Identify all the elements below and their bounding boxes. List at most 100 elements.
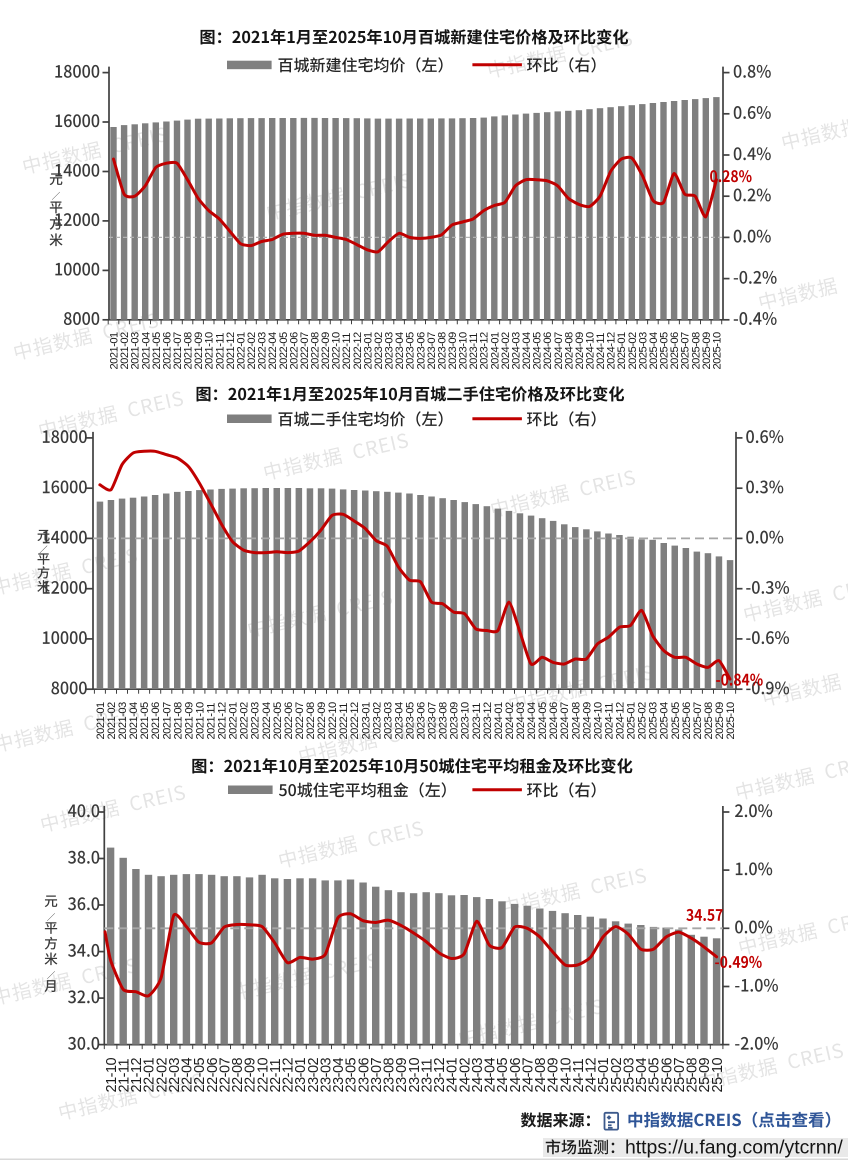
svg-text:22-04: 22-04 (180, 1057, 196, 1092)
svg-text:2025-02: 2025-02 (637, 702, 649, 740)
svg-text:24-07: 24-07 (520, 1057, 536, 1092)
svg-text:2023-12: 2023-12 (479, 332, 491, 370)
svg-text:2024-05: 2024-05 (537, 702, 549, 740)
svg-text:2024-03: 2024-03 (515, 702, 527, 740)
svg-text:23-07: 23-07 (369, 1057, 385, 1092)
svg-text:2025-01: 2025-01 (626, 702, 638, 740)
svg-text:23-05: 23-05 (344, 1057, 360, 1092)
svg-text:2021-05: 2021-05 (139, 702, 151, 740)
svg-text:2024-01: 2024-01 (489, 332, 501, 370)
svg-text:2021-11: 2021-11 (206, 703, 218, 740)
svg-text:2025-06: 2025-06 (681, 702, 693, 740)
svg-text:2025-05: 2025-05 (670, 702, 682, 740)
svg-text:2022-04: 2022-04 (267, 332, 279, 370)
svg-text:2022-12: 2022-12 (349, 702, 361, 740)
svg-text:2022-06: 2022-06 (283, 702, 295, 740)
svg-text:2023-02: 2023-02 (371, 702, 383, 740)
svg-text:24-06: 24-06 (508, 1057, 524, 1092)
svg-text:2024-02: 2024-02 (500, 332, 512, 370)
svg-text:2025-01: 2025-01 (616, 332, 628, 370)
svg-text:2023-06: 2023-06 (415, 332, 427, 370)
svg-text:24-04: 24-04 (483, 1057, 499, 1092)
svg-text:25-02: 25-02 (609, 1057, 625, 1092)
svg-text:2025-10: 2025-10 (711, 332, 723, 370)
svg-text:23-04: 23-04 (331, 1057, 347, 1092)
svg-text:22-02: 22-02 (154, 1057, 170, 1092)
svg-text:2022-08: 2022-08 (310, 332, 322, 370)
svg-text:2023-10: 2023-10 (458, 332, 470, 370)
svg-text:2022-05: 2022-05 (278, 332, 290, 370)
svg-text:25-08: 25-08 (685, 1057, 701, 1092)
svg-text:2022-02: 2022-02 (239, 702, 251, 740)
svg-text:2024-09: 2024-09 (574, 332, 586, 370)
svg-text:2023-07: 2023-07 (427, 702, 439, 740)
svg-text:22-08: 22-08 (230, 1057, 246, 1092)
svg-text:2021-04: 2021-04 (128, 702, 140, 740)
svg-text:23-09: 23-09 (394, 1057, 410, 1092)
svg-text:24-12: 24-12 (584, 1057, 600, 1092)
svg-text:2022-11: 2022-11 (338, 703, 350, 740)
svg-text:2022-02: 2022-02 (246, 332, 258, 370)
svg-text:2025-06: 2025-06 (669, 332, 681, 370)
svg-text:2021-02: 2021-02 (106, 702, 118, 740)
svg-text:2022-05: 2022-05 (272, 702, 284, 740)
svg-text:24-03: 24-03 (470, 1057, 486, 1092)
svg-text:2023-01: 2023-01 (362, 332, 374, 370)
svg-text:2024-04: 2024-04 (521, 332, 533, 370)
svg-text:22-06: 22-06 (205, 1057, 221, 1092)
svg-text:2021-02: 2021-02 (119, 332, 131, 370)
svg-text:24-02: 24-02 (457, 1057, 473, 1092)
svg-text:25-01: 25-01 (596, 1057, 612, 1092)
svg-text:2022-04: 2022-04 (261, 702, 273, 740)
svg-text:2025-02: 2025-02 (627, 332, 639, 370)
svg-text:2025-07: 2025-07 (680, 332, 692, 370)
svg-text:2024-01: 2024-01 (493, 702, 505, 740)
svg-text:2023-12: 2023-12 (482, 702, 494, 740)
svg-text:2021-08: 2021-08 (172, 702, 184, 740)
svg-text:2024-04: 2024-04 (526, 702, 538, 740)
svg-text:2022-09: 2022-09 (316, 702, 328, 740)
svg-text:23-06: 23-06 (356, 1057, 372, 1092)
svg-text:22-07: 22-07 (217, 1057, 233, 1092)
svg-text:2024-06: 2024-06 (548, 702, 560, 740)
svg-text:2023-05: 2023-05 (405, 702, 417, 740)
svg-text:2021-03: 2021-03 (130, 332, 142, 370)
svg-text:2024-03: 2024-03 (511, 332, 523, 370)
svg-text:2022-12: 2022-12 (352, 332, 364, 370)
svg-text:25-03: 25-03 (621, 1057, 637, 1092)
svg-text:21-12: 21-12 (129, 1057, 145, 1092)
svg-text:23-08: 23-08 (382, 1057, 398, 1092)
svg-text:2021-07: 2021-07 (161, 702, 173, 740)
svg-text:2021-10: 2021-10 (204, 332, 216, 370)
svg-text:24-01: 24-01 (445, 1057, 461, 1092)
svg-text:https://u.fang.com/ytcrnn/: https://u.fang.com/ytcrnn/ (625, 1137, 843, 1159)
svg-text:23-10: 23-10 (407, 1057, 423, 1092)
svg-text:24-08: 24-08 (533, 1057, 549, 1092)
svg-text:2022-08: 2022-08 (305, 702, 317, 740)
svg-text:2023-06: 2023-06 (416, 702, 428, 740)
svg-text:2023-04: 2023-04 (393, 702, 405, 740)
svg-text:2022-11: 2022-11 (341, 333, 353, 370)
svg-text:24-10: 24-10 (558, 1057, 574, 1092)
svg-text:2023-02: 2023-02 (373, 332, 385, 370)
svg-text:22-05: 22-05 (192, 1057, 208, 1092)
svg-text:23-02: 23-02 (306, 1057, 322, 1092)
svg-text:2023-03: 2023-03 (384, 332, 396, 370)
svg-text:22-10: 22-10 (255, 1057, 271, 1092)
svg-text:2021-10: 2021-10 (194, 702, 206, 740)
svg-text:2021-05: 2021-05 (151, 332, 163, 370)
svg-text:21-10: 21-10 (104, 1057, 120, 1092)
svg-text:2022-10: 2022-10 (331, 332, 343, 370)
svg-text:22-11: 22-11 (268, 1059, 284, 1093)
svg-text:2025-04: 2025-04 (648, 332, 660, 370)
svg-text:2025-05: 2025-05 (659, 332, 671, 370)
svg-text:24-09: 24-09 (546, 1057, 562, 1092)
svg-text:24-11: 24-11 (571, 1059, 587, 1093)
svg-text:25-10: 25-10 (710, 1057, 726, 1092)
svg-text:2023-09: 2023-09 (447, 332, 459, 370)
svg-text:2024-07: 2024-07 (559, 702, 571, 740)
svg-text:2024-12: 2024-12 (615, 702, 627, 740)
svg-text:2023-11: 2023-11 (471, 703, 483, 740)
svg-text:2023-09: 2023-09 (449, 702, 461, 740)
svg-text:2023-03: 2023-03 (382, 702, 394, 740)
